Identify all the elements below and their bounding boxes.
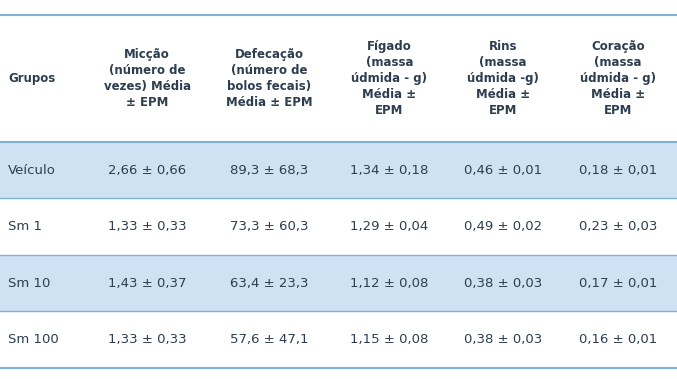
Text: 0,17 ± 0,01: 0,17 ± 0,01: [579, 277, 657, 290]
Bar: [447, 255, 559, 311]
Bar: [88, 255, 206, 311]
Text: Micção
(número de
vezes) Média
± EPM: Micção (número de vezes) Média ± EPM: [104, 48, 191, 109]
Text: 0,38 ± 0,03: 0,38 ± 0,03: [464, 333, 542, 346]
Text: Veículo: Veículo: [8, 164, 56, 177]
Text: 0,46 ± 0,01: 0,46 ± 0,01: [464, 164, 542, 177]
Text: Sm 10: Sm 10: [8, 277, 51, 290]
Bar: [559, 255, 677, 311]
Bar: [0, 15, 88, 142]
Text: 1,33 ± 0,33: 1,33 ± 0,33: [108, 220, 187, 233]
Text: 0,16 ± 0,01: 0,16 ± 0,01: [579, 333, 657, 346]
Text: 63,4 ± 23,3: 63,4 ± 23,3: [230, 277, 308, 290]
Bar: [88, 199, 206, 255]
Bar: [0, 255, 88, 311]
Bar: [0, 199, 88, 255]
Text: 1,34 ± 0,18: 1,34 ± 0,18: [350, 164, 429, 177]
Bar: [0, 142, 88, 199]
Text: 1,15 ± 0,08: 1,15 ± 0,08: [350, 333, 429, 346]
Bar: [447, 142, 559, 199]
Text: Sm 1: Sm 1: [8, 220, 42, 233]
Text: 0,23 ± 0,03: 0,23 ± 0,03: [579, 220, 657, 233]
Text: 73,3 ± 60,3: 73,3 ± 60,3: [230, 220, 308, 233]
Bar: [559, 142, 677, 199]
Text: 0,38 ± 0,03: 0,38 ± 0,03: [464, 277, 542, 290]
Text: 1,29 ± 0,04: 1,29 ± 0,04: [350, 220, 429, 233]
Bar: [559, 311, 677, 368]
Bar: [88, 142, 206, 199]
Bar: [447, 199, 559, 255]
Text: Defecação
(número de
bolos fecais)
Média ± EPM: Defecação (número de bolos fecais) Média…: [226, 48, 312, 109]
Bar: [206, 311, 332, 368]
Text: Fígado
(massa
údmida - g)
Média ±
EPM: Fígado (massa údmida - g) Média ± EPM: [351, 40, 427, 117]
Bar: [332, 142, 447, 199]
Bar: [559, 15, 677, 142]
Bar: [332, 199, 447, 255]
Bar: [447, 15, 559, 142]
Text: 1,33 ± 0,33: 1,33 ± 0,33: [108, 333, 187, 346]
Bar: [206, 15, 332, 142]
Text: 2,66 ± 0,66: 2,66 ± 0,66: [108, 164, 186, 177]
Text: Rins
(massa
údmida -g)
Média ±
EPM: Rins (massa údmida -g) Média ± EPM: [466, 40, 539, 117]
Bar: [88, 311, 206, 368]
Text: Sm 100: Sm 100: [8, 333, 59, 346]
Bar: [206, 255, 332, 311]
Bar: [332, 311, 447, 368]
Text: 0,18 ± 0,01: 0,18 ± 0,01: [579, 164, 657, 177]
Bar: [206, 199, 332, 255]
Bar: [447, 311, 559, 368]
Text: 57,6 ± 47,1: 57,6 ± 47,1: [230, 333, 308, 346]
Bar: [88, 15, 206, 142]
Text: 1,12 ± 0,08: 1,12 ± 0,08: [350, 277, 429, 290]
Bar: [0, 311, 88, 368]
Bar: [332, 255, 447, 311]
Bar: [559, 199, 677, 255]
Bar: [206, 142, 332, 199]
Text: 89,3 ± 68,3: 89,3 ± 68,3: [230, 164, 308, 177]
Text: 1,43 ± 0,37: 1,43 ± 0,37: [108, 277, 186, 290]
Text: Grupos: Grupos: [8, 72, 56, 85]
Text: Coração
(massa
údmida - g)
Média ±
EPM: Coração (massa údmida - g) Média ± EPM: [580, 40, 656, 117]
Bar: [332, 15, 447, 142]
Text: 0,49 ± 0,02: 0,49 ± 0,02: [464, 220, 542, 233]
